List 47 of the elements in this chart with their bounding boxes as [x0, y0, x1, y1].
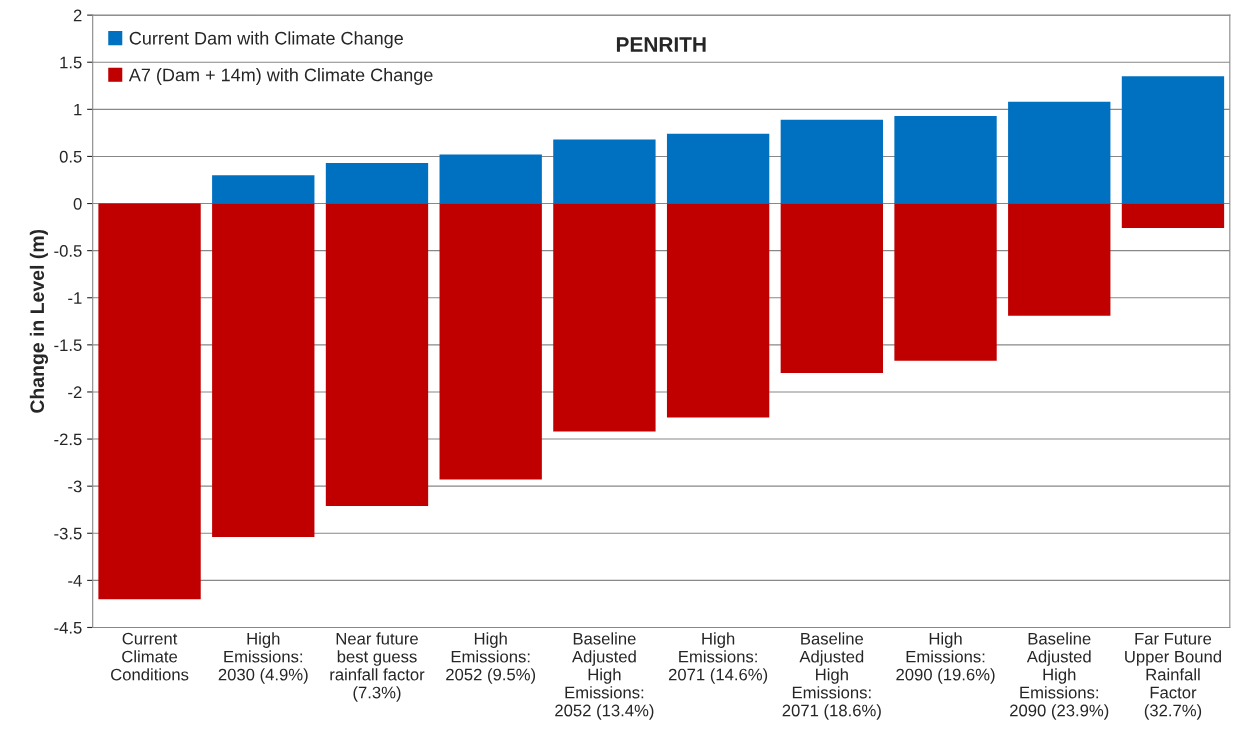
bar — [325, 163, 429, 204]
x-tick-label: Near future best guess rainfall factor (7.3%) — [330, 632, 425, 702]
bar — [780, 203, 883, 374]
x-tick-label: Far Future Upper Bound Rainfall Factor (32.7%) — [1125, 632, 1221, 720]
bar — [666, 133, 770, 204]
x-tick-label: Current Climate Conditions — [111, 632, 189, 681]
bar — [1008, 101, 1111, 204]
bar — [666, 203, 770, 418]
y-tick-label: -1.5 — [54, 339, 82, 352]
x-tick-label: Baseline Adjusted High Emissions: 2090 (23.9%) — [1010, 632, 1109, 720]
bar — [98, 203, 201, 600]
y-tick-label: 1.5 — [60, 56, 82, 69]
bar — [212, 175, 315, 204]
x-tick-label: High Emissions: 2052 (9.5%) — [446, 632, 536, 684]
bar — [212, 203, 315, 538]
y-tick-label: -1 — [68, 292, 82, 304]
x-tick-label: High Emissions: 2090 (19.6%) — [896, 632, 995, 684]
y-tick-label: 0 — [73, 197, 82, 210]
bar — [1008, 203, 1111, 316]
legend-label: Current Dam with Climate Change — [129, 31, 403, 49]
bar — [439, 154, 542, 204]
bar — [780, 119, 883, 204]
text: PENRITH — [616, 37, 706, 52]
bar — [894, 115, 997, 204]
bar — [553, 139, 656, 204]
x-tick-label: Baseline Adjusted High Emissions: 2052 (13.4%) — [555, 632, 654, 720]
x-tick-label: High Emissions: 2071 (14.6%) — [668, 632, 768, 684]
bar — [439, 203, 542, 480]
y-tick-label: -3.5 — [54, 527, 82, 540]
bar — [553, 203, 656, 432]
y-tick-label: 0.5 — [59, 150, 82, 163]
y-tick-label: -0.5 — [54, 245, 82, 257]
x-tick-label: High Emissions: 2030 (4.9%) — [218, 632, 308, 684]
y-tick-label: -3 — [68, 480, 82, 493]
y-tick-label: -4 — [68, 574, 82, 587]
bar — [325, 203, 429, 506]
bar — [1121, 203, 1225, 229]
y-axis-title: Change in Level (m) — [29, 229, 49, 413]
x-tick-label: Baseline Adjusted High Emissions: 2071 (18.6%) — [782, 632, 881, 720]
y-tick-label: -2 — [68, 386, 82, 398]
bar — [1121, 76, 1225, 204]
bar — [894, 203, 997, 361]
y-tick-label: 2 — [73, 9, 82, 22]
y-tick-label: -2.5 — [54, 433, 82, 446]
y-tick-label: -4.5 — [54, 622, 82, 634]
legend-label: A7 (Dam + 14m) with Climate Change — [128, 68, 433, 85]
y-tick-label: 1 — [74, 103, 82, 116]
